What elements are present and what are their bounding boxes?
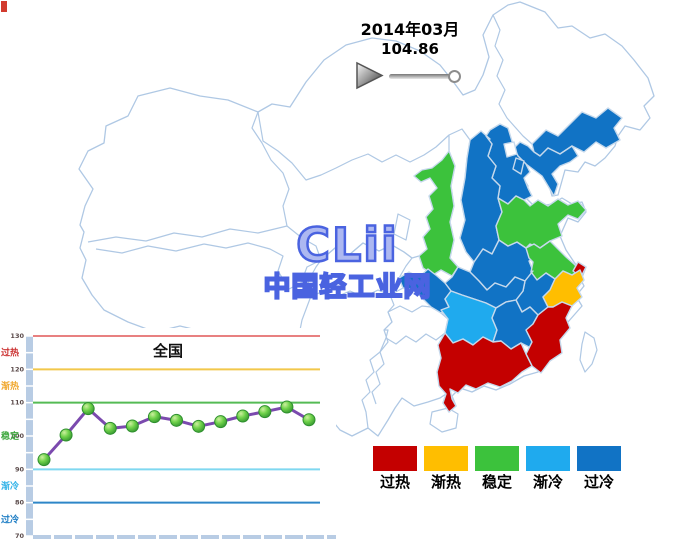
legend-swatch-overcooled bbox=[577, 446, 621, 471]
border-guangxi-north bbox=[371, 337, 387, 405]
border-taiwan bbox=[579, 331, 598, 373]
timeline-slider-handle[interactable] bbox=[448, 70, 461, 83]
border-hainan bbox=[429, 407, 459, 433]
province-guangdong[interactable] bbox=[436, 332, 533, 413]
border-xinjiang-tibet bbox=[87, 225, 288, 243]
map-legend: 过热 渐热 稳定 渐冷 过冷 bbox=[373, 446, 621, 490]
svg-text:渐热: 渐热 bbox=[1, 380, 19, 392]
legend-item: 过冷 bbox=[577, 446, 621, 490]
svg-text:渐冷: 渐冷 bbox=[1, 480, 19, 492]
province-fujian[interactable] bbox=[525, 301, 573, 374]
svg-text:80: 80 bbox=[15, 499, 25, 507]
legend-label-cooling: 渐冷 bbox=[532, 473, 563, 491]
timeline-slider-track[interactable] bbox=[389, 74, 455, 79]
trend-chart: 130 120 110 100 90 80 70 过热渐热稳定渐冷过冷 全国 bbox=[0, 328, 345, 541]
border-inner-mongolia-south bbox=[257, 111, 450, 181]
legend-label-warming: 渐热 bbox=[430, 473, 461, 491]
legend-label-stable: 稳定 bbox=[481, 473, 512, 491]
legend-swatch-overheated bbox=[373, 446, 417, 471]
legend-item: 渐热 bbox=[424, 446, 468, 490]
legend-label-overheated: 过热 bbox=[379, 473, 410, 491]
province-tianjin[interactable] bbox=[512, 157, 525, 175]
province-shaanxi[interactable] bbox=[413, 150, 459, 277]
province-beijing[interactable] bbox=[503, 141, 518, 158]
index-value: 104.86 bbox=[381, 40, 439, 58]
period-label: 2014年03月 bbox=[360, 20, 460, 39]
svg-text:70: 70 bbox=[15, 532, 25, 540]
border-qinghai bbox=[203, 225, 322, 290]
svg-text:稳定: 稳定 bbox=[1, 430, 20, 442]
legend-item: 稳定 bbox=[475, 446, 519, 490]
svg-text:过热: 过热 bbox=[1, 347, 19, 359]
corner-marker bbox=[1, 1, 7, 12]
svg-text:110: 110 bbox=[10, 399, 24, 407]
legend-swatch-cooling bbox=[526, 446, 570, 471]
legend-item: 过热 bbox=[373, 446, 417, 490]
svg-text:120: 120 bbox=[10, 365, 24, 373]
period-block: 2014年03月 104.86 bbox=[330, 20, 490, 60]
border-sichuan bbox=[305, 242, 413, 298]
play-button[interactable] bbox=[355, 61, 385, 90]
border-tibet-north bbox=[95, 243, 205, 254]
svg-text:全国: 全国 bbox=[152, 342, 183, 360]
border-heilongjiang-west bbox=[492, 14, 533, 145]
border-xinjiang-east bbox=[251, 111, 290, 227]
svg-text:100: 100 bbox=[10, 432, 24, 440]
province-shandong[interactable] bbox=[495, 195, 587, 249]
province-zhejiang[interactable] bbox=[542, 269, 585, 308]
svg-text:过冷: 过冷 bbox=[1, 513, 19, 525]
svg-text:130: 130 bbox=[10, 332, 24, 340]
legend-item: 渐冷 bbox=[526, 446, 570, 490]
svg-text:90: 90 bbox=[15, 465, 25, 473]
border-ningxia bbox=[393, 213, 411, 241]
legend-label-overcooled: 过冷 bbox=[583, 473, 614, 491]
border-guizhou bbox=[383, 305, 449, 345]
legend-swatch-stable bbox=[475, 446, 519, 471]
legend-swatch-warming bbox=[424, 446, 468, 471]
play-icon bbox=[356, 61, 384, 90]
